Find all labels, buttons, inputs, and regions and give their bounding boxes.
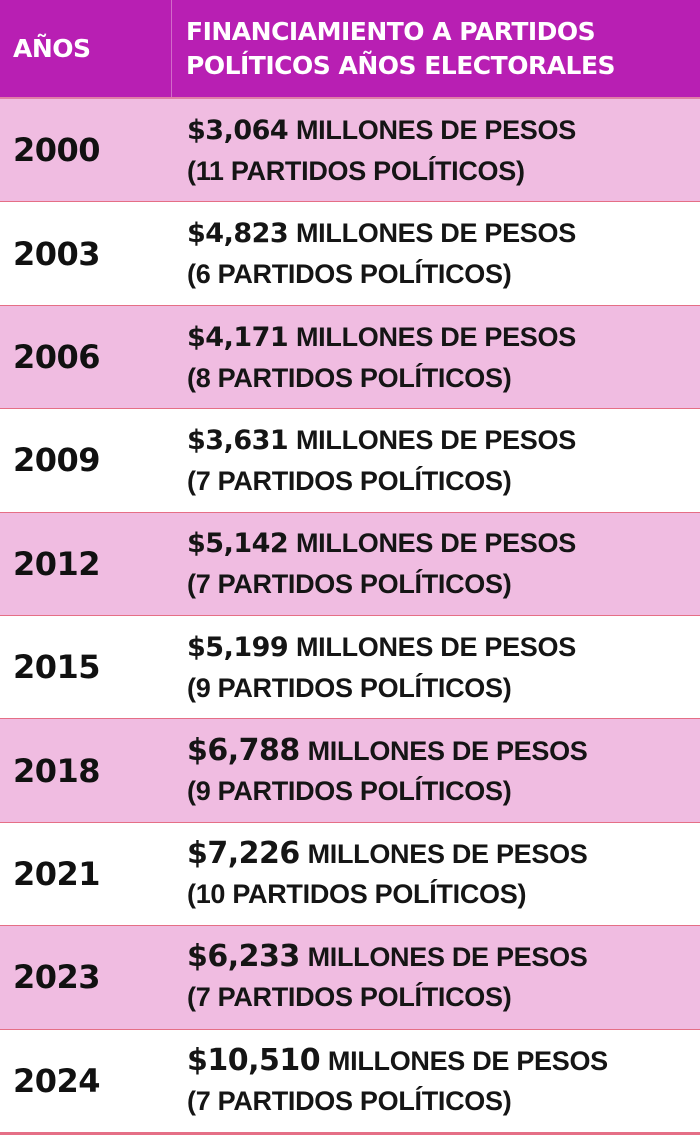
table-row: 2018 $6,788 MILLONES DE PESOS (9 PARTIDOS … <box>0 719 700 823</box>
year-value: 2012 <box>13 544 101 583</box>
financing-unit: MILLONES DE PESOS <box>295 114 576 145</box>
table-row: 2023 $6,233 MILLONES DE PESOS (7 PARTIDOS … <box>0 926 700 1030</box>
financing-amount: $5,142 <box>187 528 289 560</box>
year-value: 2023 <box>13 958 101 997</box>
party-count: (8 PARTIDOS POLÍTICOS) <box>187 362 512 393</box>
financing-cell: $3,631 MILLONES DE PESOS (7 PARTIDOS POLÍ… <box>172 409 700 511</box>
financing-unit: MILLONES DE PESOS <box>295 631 576 662</box>
financing-cell: $5,199 MILLONES DE PESOS (9 PARTIDOS POLÍ… <box>172 616 700 718</box>
financing-amount: $3,631 <box>187 424 289 456</box>
party-count: (6 PARTIDOS POLÍTICOS) <box>187 259 512 290</box>
financing-cell: $6,788 MILLONES DE PESOS (9 PARTIDOS POLÍ… <box>172 719 700 821</box>
table-row: 2003 $4,823 MILLONES DE PESOS (6 PARTIDOS … <box>0 202 700 306</box>
year-cell: 2018 <box>0 719 172 821</box>
financing-amount: $5,199 <box>187 631 289 663</box>
year-cell: 2009 <box>0 409 172 511</box>
financing-amount-line: $6,233 MILLONES DE PESOS <box>187 937 700 977</box>
financing-amount: $6,788 <box>187 732 300 768</box>
financing-amount-line: $5,199 MILLONES DE PESOS <box>187 627 700 668</box>
financing-amount: $7,226 <box>187 836 300 872</box>
financing-unit: MILLONES DE PESOS <box>295 321 576 352</box>
financing-amount-line: $6,788 MILLONES DE PESOS <box>187 731 700 771</box>
party-count: (7 PARTIDOS POLÍTICOS) <box>187 569 512 600</box>
year-value: 2003 <box>13 234 101 273</box>
table-header: AÑOS FINANCIAMIENTO A PARTIDOS POLÍTICOS… <box>0 0 700 99</box>
header-title-line2: POLÍTICOS AÑOS ELECTORALES <box>186 50 616 80</box>
financing-unit: MILLONES DE PESOS <box>295 424 576 455</box>
financing-cell: $4,171 MILLONES DE PESOS (8 PARTIDOS POLÍ… <box>172 306 700 408</box>
year-cell: 2015 <box>0 616 172 718</box>
financing-amount-line: $4,171 MILLONES DE PESOS <box>187 317 700 358</box>
financing-amount-line: $10,510 MILLONES DE PESOS <box>187 1041 700 1081</box>
financing-unit: MILLONES DE PESOS <box>307 839 588 870</box>
party-count: (11 PARTIDOS POLÍTICOS) <box>187 155 525 186</box>
year-value: 2024 <box>13 1061 101 1100</box>
header-year-label: AÑOS <box>13 33 91 63</box>
financing-unit: MILLONES DE PESOS <box>327 1045 608 1076</box>
table-row: 2009 $3,631 MILLONES DE PESOS (7 PARTIDOS … <box>0 409 700 513</box>
table-body: 2000 $3,064 MILLONES DE PESOS (11 PARTIDOS… <box>0 99 700 1135</box>
party-count: (7 PARTIDOS POLÍTICOS) <box>187 982 512 1013</box>
financing-amount: $3,064 <box>187 114 289 146</box>
year-value: 2009 <box>13 441 101 480</box>
financing-cell: $7,226 MILLONES DE PESOS (10 PARTIDOS POL… <box>172 823 700 925</box>
financing-unit: MILLONES DE PESOS <box>307 735 588 766</box>
financing-unit: MILLONES DE PESOS <box>307 942 588 973</box>
year-value: 2006 <box>13 338 101 377</box>
year-value: 2015 <box>13 648 101 687</box>
header-title-cell: FINANCIAMIENTO A PARTIDOS POLÍTICOS AÑOS… <box>172 0 700 97</box>
financing-cell: $4,823 MILLONES DE PESOS (6 PARTIDOS POLÍ… <box>172 202 700 304</box>
financing-amount: $6,233 <box>187 939 300 975</box>
financing-amount-line: $5,142 MILLONES DE PESOS <box>187 523 700 564</box>
party-count: (7 PARTIDOS POLÍTICOS) <box>187 465 512 496</box>
year-cell: 2003 <box>0 202 172 304</box>
year-cell: 2000 <box>0 99 172 201</box>
year-cell: 2024 <box>0 1030 172 1132</box>
financing-cell: $5,142 MILLONES DE PESOS (7 PARTIDOS POLÍ… <box>172 513 700 615</box>
table-row: 2012 $5,142 MILLONES DE PESOS (7 PARTIDOS … <box>0 512 700 617</box>
party-count: (9 PARTIDOS POLÍTICOS) <box>187 672 512 703</box>
table-row: 2006 $4,171 MILLONES DE PESOS (8 PARTIDOS … <box>0 305 700 410</box>
table-row: 2024 $10,510 MILLONES DE PESOS (7 PARTIDOS… <box>0 1029 700 1135</box>
financing-amount-line: $3,631 MILLONES DE PESOS <box>187 420 700 461</box>
year-cell: 2006 <box>0 306 172 408</box>
table-row: 2000 $3,064 MILLONES DE PESOS (11 PARTIDOS… <box>0 99 700 203</box>
year-cell: 2021 <box>0 823 172 925</box>
financing-amount-line: $3,064 MILLONES DE PESOS <box>187 110 700 151</box>
year-cell: 2012 <box>0 513 172 615</box>
financing-cell: $6,233 MILLONES DE PESOS (7 PARTIDOS POLÍ… <box>172 926 700 1028</box>
year-value: 2000 <box>13 131 101 170</box>
financing-unit: MILLONES DE PESOS <box>295 218 576 249</box>
financing-amount: $4,823 <box>187 218 289 250</box>
party-count: (9 PARTIDOS POLÍTICOS) <box>187 775 512 806</box>
table-row: 2021 $7,226 MILLONES DE PESOS (10 PARTIDOS… <box>0 822 700 927</box>
header-year-cell: AÑOS <box>0 0 172 97</box>
year-cell: 2023 <box>0 926 172 1028</box>
year-value: 2021 <box>13 855 101 894</box>
financing-amount-line: $4,823 MILLONES DE PESOS <box>187 213 700 254</box>
financing-amount-line: $7,226 MILLONES DE PESOS <box>187 834 700 874</box>
financing-cell: $10,510 MILLONES DE PESOS (7 PARTIDOS POL… <box>172 1030 700 1132</box>
financing-cell: $3,064 MILLONES DE PESOS (11 PARTIDOS POL… <box>172 99 700 201</box>
party-count: (10 PARTIDOS POLÍTICOS) <box>187 879 527 910</box>
year-value: 2018 <box>13 751 101 790</box>
party-count: (7 PARTIDOS POLÍTICOS) <box>187 1085 512 1116</box>
header-title: FINANCIAMIENTO A PARTIDOS POLÍTICOS AÑOS… <box>186 15 616 83</box>
header-title-line1: FINANCIAMIENTO A PARTIDOS <box>186 16 596 46</box>
financing-amount: $4,171 <box>187 321 289 353</box>
table-row: 2015 $5,199 MILLONES DE PESOS (9 PARTIDOS … <box>0 616 700 720</box>
financing-amount: $10,510 <box>187 1042 321 1078</box>
financing-unit: MILLONES DE PESOS <box>295 528 576 559</box>
